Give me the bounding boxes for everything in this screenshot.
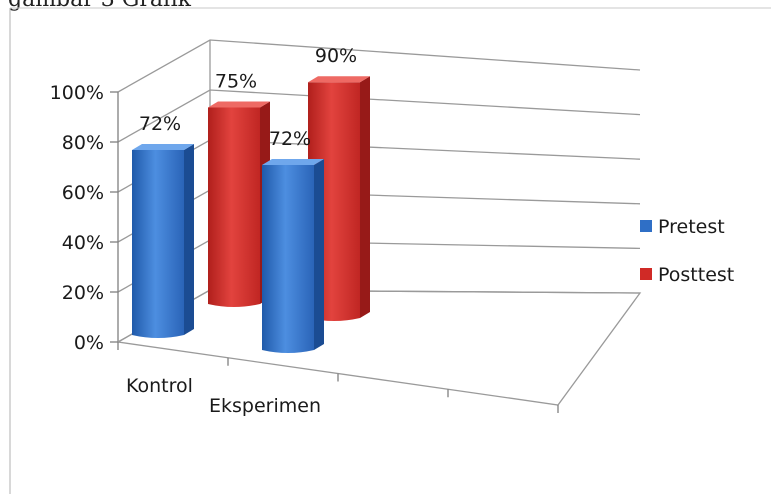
category-label: Eksperimen [209, 395, 321, 417]
bar-front [132, 149, 184, 338]
y-tick-label: 40% [62, 232, 104, 254]
gridline-5 [117, 39, 641, 93]
bar-top [208, 101, 270, 108]
bar-posttest-kontrol [208, 101, 270, 307]
bar-top [308, 76, 370, 83]
bar-front [208, 107, 260, 307]
y-tick-label: 100% [50, 82, 104, 104]
legend: Pretest Posttest [640, 216, 734, 286]
bar-front [262, 164, 314, 353]
legend-swatch [640, 220, 652, 232]
category-label: Kontrol [126, 375, 193, 397]
legend-label: Posttest [658, 264, 734, 286]
y-tick-label: 20% [62, 282, 104, 304]
data-label: 72% [269, 128, 311, 150]
legend-label: Pretest [658, 216, 725, 238]
bar-side [184, 143, 194, 335]
bar-pretest-kontrol [132, 143, 194, 338]
bar-side [314, 158, 324, 350]
data-label: 72% [139, 113, 181, 135]
gridline-4 [117, 89, 641, 143]
plot-area: 0% 20% 40% 60% 80% 100% 75% 90% 72% 72% Kontrol Eks… [50, 39, 642, 417]
gridline-3 [117, 139, 641, 193]
bar-top [132, 143, 194, 150]
legend-swatch [640, 268, 652, 280]
gridline-2 [117, 189, 641, 243]
data-label: 75% [215, 71, 257, 93]
y-tick-label: 60% [62, 182, 104, 204]
gridline-1 [117, 239, 641, 293]
bar-pretest-eksperimen [262, 158, 324, 353]
y-tick-label: 0% [74, 332, 104, 354]
floor-outline [116, 289, 642, 406]
data-label: 90% [315, 45, 357, 67]
figure-caption: gambar 3 Grafik [8, 0, 192, 12]
bar-side [360, 76, 370, 318]
y-tick-label: 80% [62, 132, 104, 154]
bar-top [262, 158, 324, 165]
